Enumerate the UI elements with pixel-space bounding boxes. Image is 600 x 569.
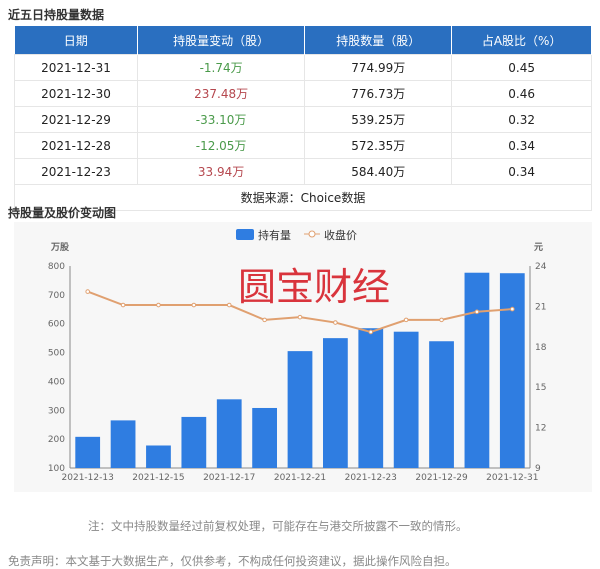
table-cell: 774.99万 bbox=[304, 54, 453, 81]
y-left-tick: 800 bbox=[48, 262, 65, 272]
column-header: 持股数量（股） bbox=[304, 26, 453, 55]
y-right-label: 元 bbox=[534, 242, 543, 253]
bar bbox=[252, 407, 277, 468]
column-header: 日期 bbox=[14, 26, 138, 55]
bar bbox=[499, 273, 525, 468]
bar bbox=[181, 416, 207, 468]
column-header: 持股量变动（股） bbox=[137, 26, 306, 55]
y-left-tick: 700 bbox=[48, 291, 65, 301]
table-cell: 584.40万 bbox=[304, 158, 453, 185]
watermark: 圆宝财经 bbox=[238, 265, 390, 309]
table-row: 2021-12-30 237.48万 776.73万 0.46 bbox=[14, 80, 592, 107]
bar bbox=[464, 272, 490, 468]
bar bbox=[393, 331, 419, 468]
holdings-price-chart: 100 200 300 400 500 600 700 800 9 12 15 18 21 24 万股 元圆宝… bbox=[48, 228, 547, 483]
table-cell: -33.10万 bbox=[136, 106, 306, 133]
y-left-tick: 100 bbox=[48, 464, 65, 474]
table-cell: 776.73万 bbox=[304, 80, 453, 107]
price-point bbox=[368, 329, 374, 335]
y-right-tick: 12 bbox=[535, 424, 546, 434]
bar bbox=[75, 436, 101, 468]
chart-title: 持股量及股价变动图 bbox=[8, 206, 117, 220]
x-tick: 2021-12-15 bbox=[132, 473, 184, 483]
bar bbox=[110, 420, 136, 468]
table-cell: 2021-12-23 bbox=[14, 158, 138, 185]
table-cell: 572.35万 bbox=[304, 132, 453, 159]
price-point bbox=[156, 302, 161, 308]
table-row: 2021-12-28 -12.05万 572.35万 0.34 bbox=[14, 132, 592, 159]
y-right-tick: 24 bbox=[535, 262, 547, 272]
table-cell: 0.34 bbox=[451, 158, 592, 185]
price-point bbox=[297, 314, 303, 320]
table-cell: 0.46 bbox=[451, 80, 592, 107]
legend-bar-label[interactable]: 持有量 bbox=[258, 228, 291, 242]
table-cell: 0.45 bbox=[451, 54, 592, 81]
x-tick: 2021-12-23 bbox=[345, 473, 397, 483]
x-tick: 2021-12-31 bbox=[486, 473, 538, 483]
table-cell: 33.94万 bbox=[136, 158, 306, 185]
disclaimer: 免责声明：本文基于大数据生产，仅供参考，不构成任何投资建议，据此操作风险自担。 bbox=[8, 554, 457, 568]
table-cell: 2021-12-29 bbox=[14, 106, 138, 133]
bar bbox=[358, 328, 384, 468]
y-left-tick: 400 bbox=[48, 377, 65, 387]
price-point bbox=[474, 309, 480, 315]
column-header: 占A股比（%） bbox=[451, 26, 592, 55]
bar bbox=[216, 399, 242, 468]
bar bbox=[429, 341, 454, 468]
bar bbox=[287, 351, 313, 468]
price-point bbox=[85, 289, 90, 294]
table-cell: 2021-12-30 bbox=[14, 80, 138, 107]
table-cell: 0.34 bbox=[451, 132, 592, 159]
table-cell: -1.74万 bbox=[136, 54, 306, 81]
table-row: 2021-12-23 33.94万 584.40万 0.34 bbox=[14, 158, 592, 185]
y-right-tick: 9 bbox=[535, 464, 541, 474]
x-tick: 2021-12-17 bbox=[203, 473, 255, 483]
price-point bbox=[262, 317, 267, 323]
table-cell: 2021-12-31 bbox=[14, 54, 138, 81]
price-point bbox=[333, 320, 338, 325]
table-cell: 539.25万 bbox=[304, 106, 453, 133]
legend-line-label[interactable]: 收盘价 bbox=[324, 228, 357, 242]
y-right-tick: 21 bbox=[535, 302, 546, 312]
bar bbox=[323, 338, 348, 468]
table-cell: 2021-12-28 bbox=[14, 132, 138, 159]
holdings-table: 日期 持股量变动（股） 持股数量（股） 占A股比（%） 2021-12-31 -1.74… bbox=[14, 26, 592, 211]
table-title: 近五日持股量数据 bbox=[8, 8, 105, 22]
table-cell: 0.32 bbox=[451, 106, 592, 133]
table-cell: -12.05万 bbox=[136, 132, 306, 159]
data-source: 数据来源：Choice数据 bbox=[14, 184, 592, 211]
y-right-tick: 18 bbox=[535, 343, 547, 353]
price-point bbox=[120, 302, 126, 308]
x-tick: 2021-12-21 bbox=[274, 473, 326, 483]
legend-bar-swatch[interactable] bbox=[236, 229, 254, 240]
x-tick: 2021-12-29 bbox=[415, 473, 468, 483]
price-point bbox=[439, 317, 444, 323]
chart-container: 100 200 300 400 500 600 700 800 9 12 15 18 21 24 万股 元圆宝… bbox=[14, 222, 592, 492]
legend-line-marker bbox=[308, 230, 316, 238]
y-left-label: 万股 bbox=[50, 242, 70, 253]
price-point bbox=[510, 306, 515, 312]
price-point bbox=[403, 317, 409, 323]
y-left-tick: 300 bbox=[48, 406, 65, 416]
y-right-tick: 15 bbox=[535, 383, 546, 393]
bar bbox=[146, 445, 171, 468]
table-row: 2021-12-31 -1.74万 774.99万 0.45 bbox=[14, 54, 592, 81]
x-tick: 2021-12-13 bbox=[62, 473, 114, 483]
y-left-tick: 500 bbox=[48, 349, 65, 359]
y-left-tick: 200 bbox=[48, 435, 65, 445]
y-left-tick: 600 bbox=[48, 320, 65, 330]
price-point bbox=[226, 302, 232, 308]
price-point bbox=[191, 302, 197, 308]
table-row: 2021-12-29 -33.10万 539.25万 0.32 bbox=[14, 106, 592, 133]
table-cell: 237.48万 bbox=[136, 80, 306, 107]
note: 注：文中持股数量经过前复权处理，可能存在与港交所披露不一致的情形。 bbox=[88, 519, 468, 533]
